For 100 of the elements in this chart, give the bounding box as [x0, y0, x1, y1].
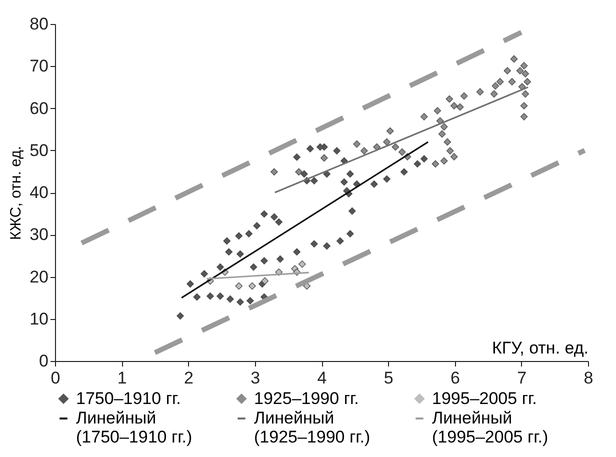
point	[300, 170, 308, 178]
point	[510, 55, 518, 63]
point	[336, 237, 344, 245]
point	[320, 154, 328, 162]
legend-label: Линейный (1925–1990 гг.)	[254, 408, 370, 446]
point	[492, 82, 500, 90]
point	[176, 312, 184, 320]
y-axis-title: КЖС, отн. ед.	[8, 146, 25, 240]
point	[216, 292, 224, 300]
legend-label: Линейный (1750–1910 гг.)	[76, 408, 192, 446]
x-axis-title: КГУ, отн. ед.	[492, 338, 588, 358]
y-tick-label: 0	[39, 352, 48, 370]
point	[432, 160, 440, 168]
point	[353, 140, 360, 148]
point	[446, 147, 454, 154]
point	[508, 78, 516, 86]
point	[316, 143, 324, 151]
point	[270, 168, 278, 176]
point	[295, 168, 302, 176]
point	[260, 257, 268, 264]
y-tick-label: 40	[30, 183, 48, 202]
x-tick-label: 8	[584, 368, 594, 388]
point	[226, 295, 234, 303]
point	[496, 78, 504, 86]
point	[246, 297, 254, 304]
point	[400, 168, 408, 176]
point	[270, 213, 278, 221]
point	[193, 293, 201, 301]
point	[516, 67, 524, 74]
point	[460, 92, 468, 100]
point	[456, 103, 464, 111]
point	[414, 160, 422, 168]
y-tick-label: 50	[30, 140, 48, 160]
point	[346, 170, 354, 178]
point	[383, 175, 390, 183]
point	[438, 130, 446, 138]
point	[186, 280, 194, 288]
point	[450, 102, 458, 110]
point	[522, 90, 530, 98]
point	[323, 242, 330, 250]
y-tick-label: 80	[30, 14, 48, 34]
point	[323, 170, 330, 178]
point	[444, 138, 452, 146]
x-tick-label: 6	[450, 368, 460, 388]
y-tick-label: 30	[30, 225, 48, 244]
point	[398, 148, 406, 156]
point	[383, 138, 390, 146]
point	[440, 123, 448, 130]
point	[392, 143, 400, 151]
point	[340, 178, 348, 186]
point	[446, 95, 454, 103]
y-tick-label: 10	[30, 309, 48, 328]
point	[235, 282, 243, 290]
point	[310, 240, 318, 248]
x-tick-label: 0	[50, 368, 60, 388]
legend-label: Линейный (1995–2005 гг.)	[432, 408, 548, 446]
x-tick-label: 5	[384, 368, 394, 388]
point	[476, 88, 484, 96]
point	[223, 237, 231, 245]
point	[236, 250, 244, 258]
y-tick-label: 20	[30, 267, 48, 286]
point	[524, 78, 532, 86]
point	[206, 292, 214, 300]
point	[504, 67, 512, 74]
point	[370, 180, 378, 188]
point	[253, 222, 261, 230]
x-tick-label: 7	[517, 368, 527, 388]
point	[348, 207, 356, 215]
point	[298, 260, 306, 268]
legend-label: 1750–1910 гг.	[76, 388, 181, 408]
point	[518, 83, 526, 90]
point	[346, 230, 354, 238]
point	[261, 277, 269, 285]
y-tick-label: 60	[30, 98, 48, 118]
point	[440, 157, 448, 165]
x-tick-label: 2	[184, 368, 194, 388]
point	[235, 232, 243, 240]
point	[250, 263, 258, 271]
point	[450, 153, 458, 160]
point	[248, 282, 256, 290]
point	[520, 102, 528, 110]
point	[373, 143, 380, 151]
legend-label: 1925–1990 гг.	[254, 388, 359, 408]
point	[522, 70, 530, 78]
point	[520, 62, 528, 70]
x-tick-label: 4	[317, 368, 327, 388]
point	[236, 298, 244, 306]
point	[293, 248, 301, 256]
point	[245, 230, 253, 238]
point	[260, 210, 268, 218]
point	[310, 177, 318, 184]
point	[333, 147, 340, 154]
point	[420, 113, 428, 120]
point	[490, 90, 498, 98]
point	[216, 263, 224, 271]
point	[200, 270, 208, 278]
x-tick-label: 3	[250, 368, 260, 388]
point	[420, 155, 428, 162]
point	[434, 107, 442, 114]
point	[225, 248, 233, 256]
